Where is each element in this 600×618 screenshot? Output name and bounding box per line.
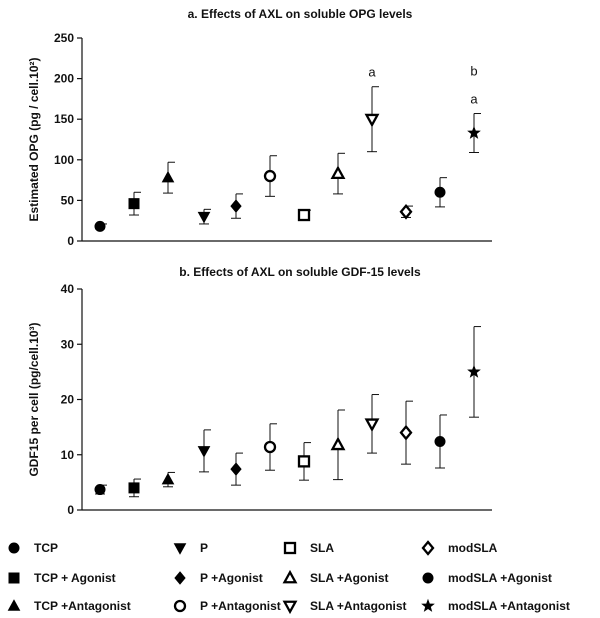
legend-marker bbox=[283, 541, 297, 555]
data-point bbox=[263, 169, 277, 183]
legend-marker bbox=[7, 599, 21, 611]
data-point bbox=[161, 472, 175, 485]
legend-label: modSLA +Antagonist bbox=[448, 599, 570, 613]
legend-item: P bbox=[173, 541, 208, 555]
legend-label: SLA +Antagonist bbox=[310, 599, 407, 613]
data-point bbox=[330, 165, 346, 180]
y-axis-label: Estimated OPG (pg / cell.10²) bbox=[27, 57, 41, 221]
legend-marker bbox=[173, 599, 187, 613]
data-point bbox=[297, 455, 311, 468]
data-point bbox=[330, 436, 346, 451]
legend-marker bbox=[422, 572, 434, 584]
significance-label: a bbox=[368, 65, 376, 80]
legend-marker bbox=[282, 600, 298, 615]
legend-label: SLA bbox=[310, 541, 334, 555]
data-point bbox=[197, 211, 211, 224]
y-tick-label: 150 bbox=[54, 112, 74, 126]
data-point bbox=[263, 440, 277, 454]
legend-label: modSLA +Agonist bbox=[448, 571, 552, 585]
data-point bbox=[230, 199, 242, 213]
data-point bbox=[128, 198, 140, 210]
data-point bbox=[230, 462, 242, 476]
legend-marker bbox=[282, 569, 298, 584]
legend-item: TCP bbox=[8, 541, 58, 555]
legend-item: TCP +Antagonist bbox=[7, 599, 131, 613]
legend-label: P bbox=[200, 541, 208, 555]
legend-marker bbox=[8, 542, 20, 554]
legend-marker bbox=[421, 598, 435, 612]
legend-item: modSLA bbox=[421, 540, 498, 556]
legend-item: P +Agonist bbox=[174, 571, 263, 585]
significance-label: b bbox=[470, 64, 477, 79]
data-point bbox=[161, 170, 175, 183]
data-point bbox=[197, 446, 211, 458]
legend-label: SLA +Agonist bbox=[310, 571, 389, 585]
y-tick-label: 50 bbox=[61, 193, 75, 207]
legend: TCP P SLA modSLA TCP + Agonist P +Agonist SLA … bbox=[7, 540, 570, 615]
data-point bbox=[94, 220, 106, 232]
y-tick-label: 10 bbox=[61, 448, 75, 462]
legend-label: TCP +Antagonist bbox=[34, 599, 131, 613]
legend-item: SLA +Antagonist bbox=[282, 599, 407, 615]
legend-label: TCP bbox=[34, 541, 58, 555]
panel-a-chart: a. Effects of AXL on soluble OPG levels 0… bbox=[27, 7, 492, 248]
legend-marker bbox=[173, 543, 187, 555]
data-point bbox=[399, 203, 413, 220]
data-point bbox=[467, 364, 481, 378]
data-point bbox=[94, 484, 106, 496]
legend-item: TCP + Agonist bbox=[8, 571, 116, 585]
data-point bbox=[467, 125, 481, 139]
data-point bbox=[364, 418, 380, 432]
legend-marker bbox=[174, 571, 186, 585]
legend-marker bbox=[421, 540, 435, 556]
data-point bbox=[399, 424, 413, 441]
legend-label: modSLA bbox=[448, 541, 498, 555]
y-tick-label: 30 bbox=[61, 337, 75, 351]
y-tick-label: 0 bbox=[67, 503, 74, 517]
legend-label: P +Agonist bbox=[200, 571, 263, 585]
data-point bbox=[434, 186, 446, 198]
y-tick-label: 40 bbox=[61, 282, 75, 296]
data-point bbox=[128, 482, 140, 494]
legend-label: P +Antagonist bbox=[200, 599, 281, 613]
chart-title: b. Effects of AXL on soluble GDF-15 leve… bbox=[179, 265, 421, 279]
y-tick-label: 250 bbox=[54, 31, 74, 45]
y-tick-label: 100 bbox=[54, 153, 74, 167]
legend-item: SLA +Agonist bbox=[282, 569, 389, 585]
y-tick-label: 200 bbox=[54, 72, 74, 86]
data-point bbox=[297, 208, 311, 222]
significance-label: a bbox=[470, 92, 478, 107]
data-point bbox=[364, 113, 380, 128]
panel-b-chart: b. Effects of AXL on soluble GDF-15 leve… bbox=[27, 265, 492, 517]
legend-item: modSLA +Antagonist bbox=[421, 598, 570, 613]
legend-item: P +Antagonist bbox=[173, 599, 281, 613]
y-tick-label: 0 bbox=[67, 234, 74, 248]
legend-item: SLA bbox=[283, 541, 334, 555]
y-axis-label: GDF15 per cell (pg/cell.10³) bbox=[27, 322, 41, 476]
legend-marker bbox=[8, 572, 20, 584]
legend-label: TCP + Agonist bbox=[34, 571, 116, 585]
chart-title: a. Effects of AXL on soluble OPG levels bbox=[188, 7, 413, 21]
data-point bbox=[434, 435, 446, 447]
y-tick-label: 20 bbox=[61, 393, 75, 407]
legend-item: modSLA +Agonist bbox=[422, 571, 552, 585]
